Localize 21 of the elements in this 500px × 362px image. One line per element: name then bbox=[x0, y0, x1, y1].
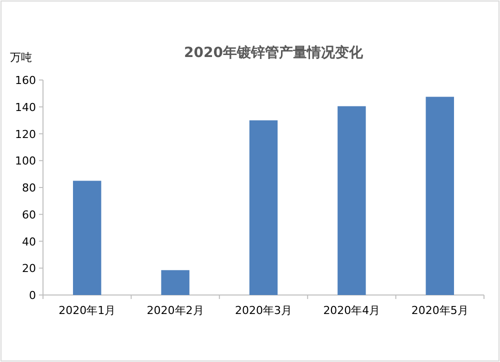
bar bbox=[426, 96, 454, 295]
x-tick-label: 2020年2月 bbox=[146, 304, 204, 317]
y-tick-label: 40 bbox=[22, 235, 36, 248]
x-tick-label: 2020年3月 bbox=[235, 304, 292, 317]
x-tick-label: 2020年4月 bbox=[323, 304, 380, 317]
bar bbox=[249, 120, 278, 295]
y-tick-label: 100 bbox=[15, 154, 36, 168]
y-tick-label: 160 bbox=[15, 74, 36, 87]
y-tick-label: 60 bbox=[22, 208, 36, 222]
bar bbox=[72, 180, 102, 295]
y-tick-label: 140 bbox=[15, 100, 36, 114]
y-axis-title: 万吨 bbox=[10, 51, 32, 64]
chart-title: 2020年镀锌管产量情况变化 bbox=[184, 44, 364, 61]
bar bbox=[161, 270, 190, 295]
x-tick-label: 2020年1月 bbox=[58, 304, 116, 317]
y-tick-label: 20 bbox=[22, 262, 36, 276]
x-tick-label: 2020年5月 bbox=[411, 304, 468, 317]
y-tick-label: 80 bbox=[22, 182, 36, 194]
y-tick-label: 120 bbox=[15, 128, 36, 141]
y-tick-label: 0 bbox=[29, 289, 36, 302]
bar bbox=[338, 106, 366, 295]
